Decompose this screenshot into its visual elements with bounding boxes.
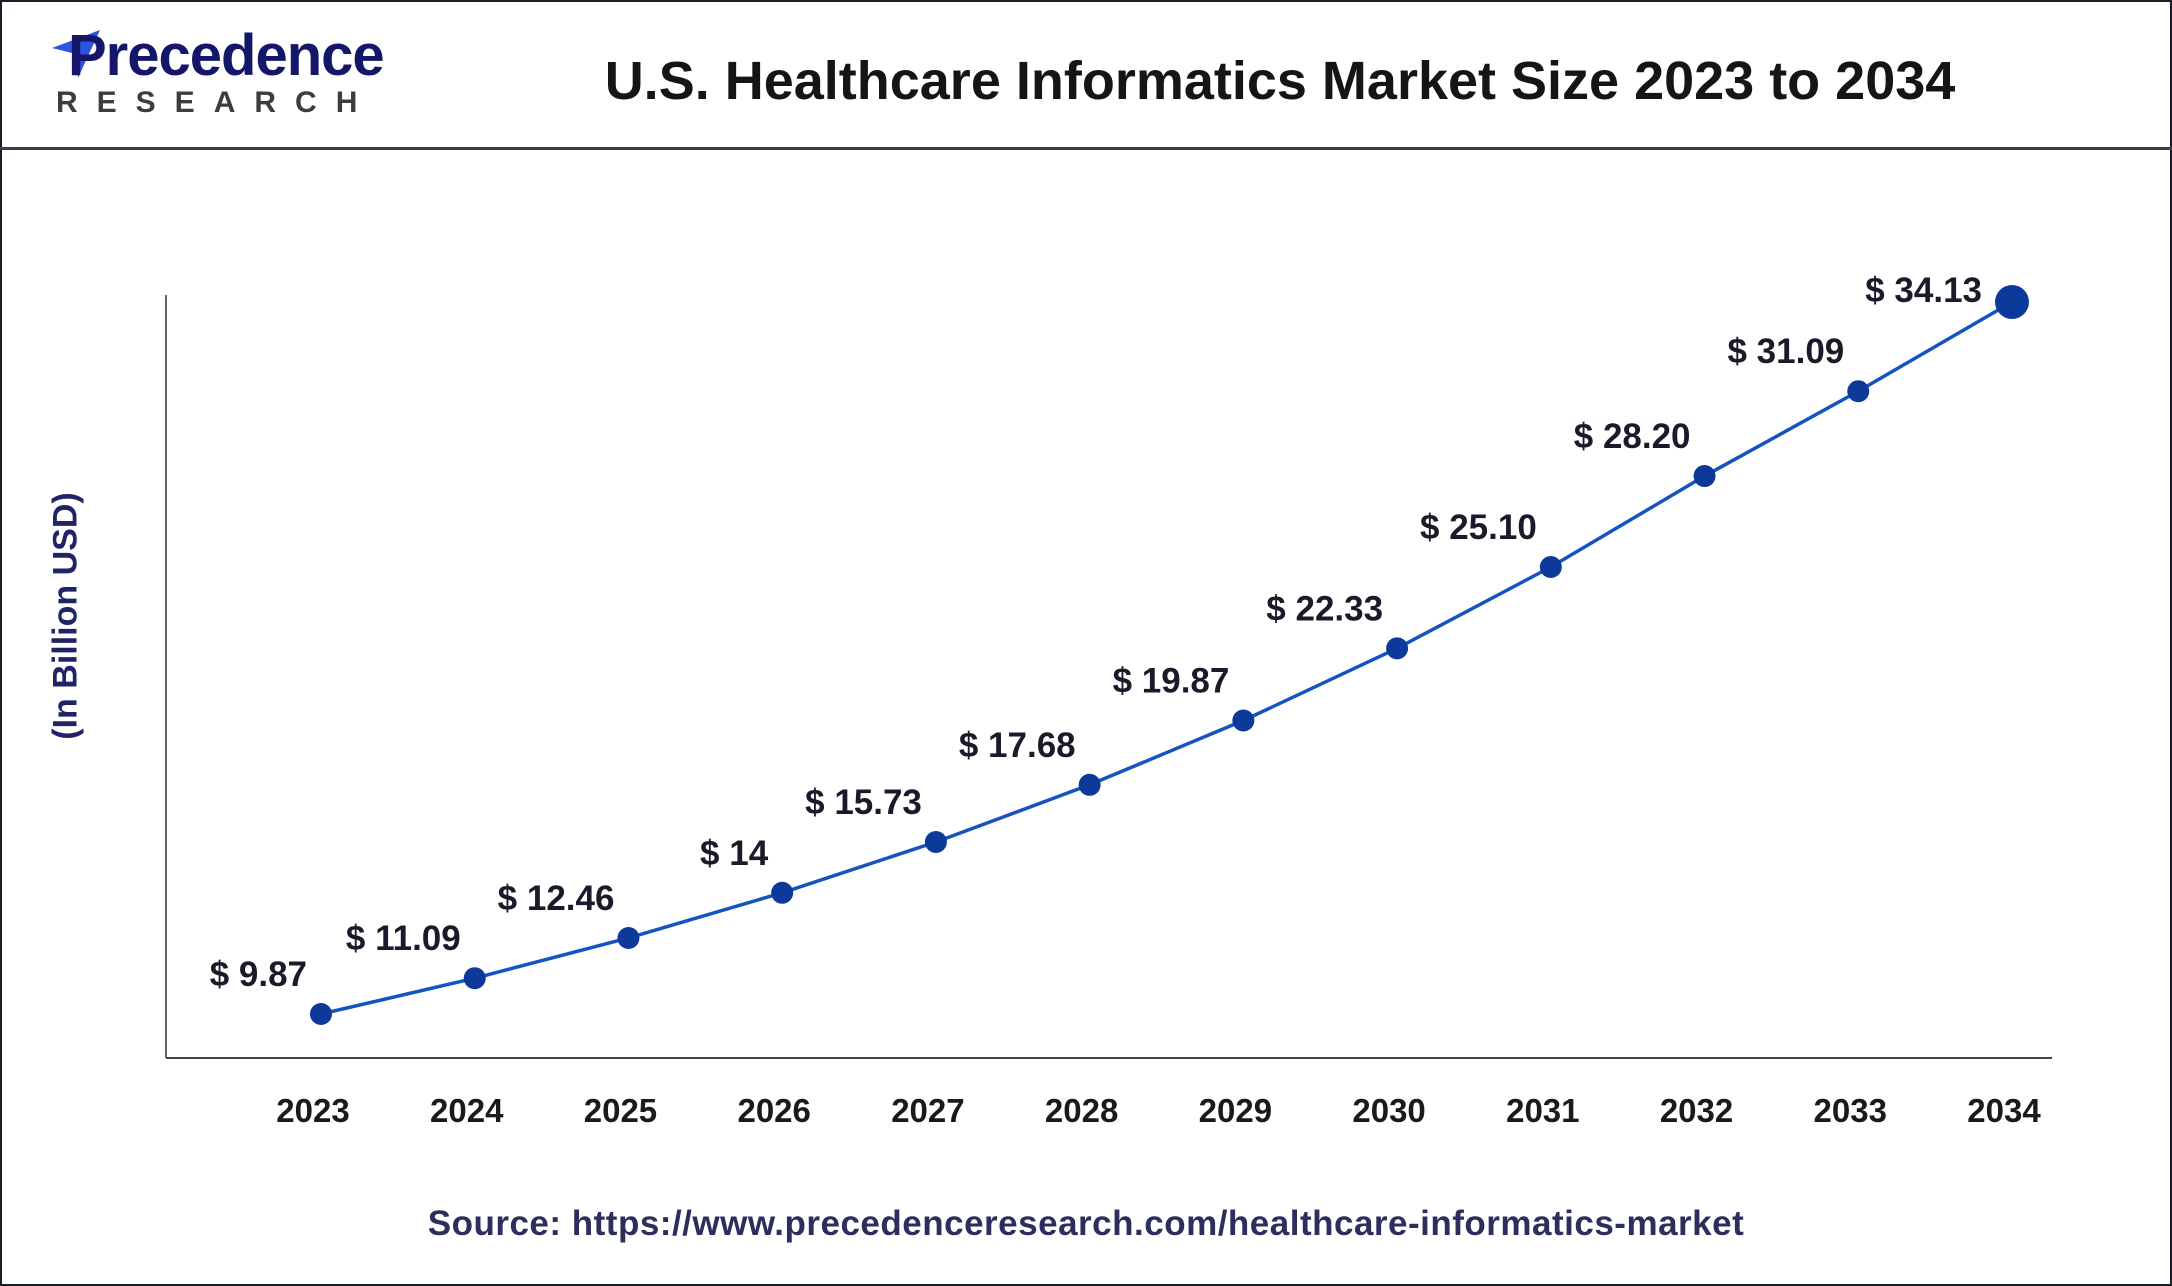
data-point (1847, 380, 1870, 403)
data-point (1232, 709, 1255, 732)
data-label: $ 11.09 (346, 919, 461, 958)
logo-wordmark: Precedence (68, 23, 385, 88)
data-point (1539, 556, 1562, 579)
x-tick-label: 2029 (1199, 1092, 1272, 1129)
x-tick-label: 2026 (737, 1092, 810, 1129)
data-label: $ 34.13 (1865, 271, 1982, 310)
chart-title: U.S. Healthcare Informatics Market Size … (604, 51, 1956, 111)
data-point (771, 881, 794, 904)
x-tick-label: 2033 (1814, 1092, 1887, 1129)
logo-arrow-icon (52, 30, 100, 78)
x-tick-label: 2027 (891, 1092, 964, 1129)
source-text: Source: https://www.precedenceresearch.c… (427, 1204, 1745, 1243)
x-tick-label: 2034 (1967, 1092, 2041, 1129)
data-label: $ 28.20 (1574, 417, 1691, 456)
data-label: $ 17.68 (959, 726, 1076, 765)
data-point (310, 1003, 332, 1025)
x-tick-label: 2024 (430, 1092, 504, 1129)
logo-subtitle: RESEARCH (56, 86, 377, 119)
data-point (617, 926, 640, 949)
data-point (1995, 285, 2029, 319)
data-point (1078, 773, 1101, 796)
data-point (463, 967, 486, 990)
data-label: $ 31.09 (1727, 332, 1844, 371)
data-label: $ 12.46 (498, 879, 615, 918)
data-label: $ 22.33 (1266, 589, 1383, 628)
x-tick-label: 2025 (584, 1092, 657, 1129)
header-divider (0, 147, 2172, 150)
data-label: $ 19.87 (1113, 662, 1230, 701)
series-line (320, 300, 2013, 1016)
precedence-research-logo: Precedence RESEARCH (48, 22, 388, 122)
data-label: $ 14 (700, 834, 769, 873)
data-label: $ 9.87 (210, 955, 307, 994)
data-point (924, 831, 947, 854)
data-point (1693, 465, 1716, 488)
x-tick-label: 2030 (1352, 1092, 1425, 1129)
data-label: $ 15.73 (805, 783, 922, 822)
data-point (1386, 637, 1409, 660)
x-tick-label: 2031 (1506, 1092, 1579, 1129)
x-tick-label: 2032 (1660, 1092, 1733, 1129)
x-tick-label: 2023 (276, 1092, 349, 1129)
x-tick-label: 2028 (1045, 1092, 1118, 1129)
data-label: $ 25.10 (1420, 508, 1537, 547)
